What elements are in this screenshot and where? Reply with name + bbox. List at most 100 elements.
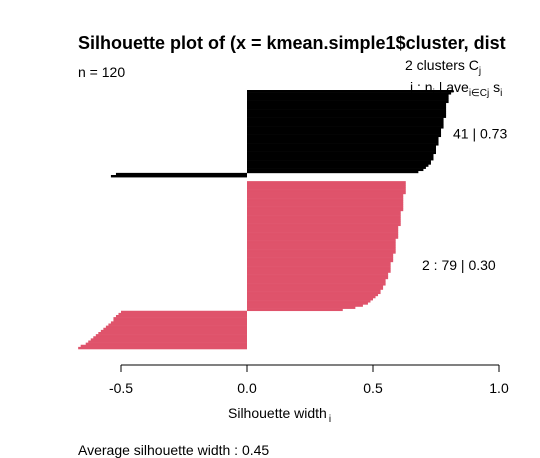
silhouette-bar-c2-72 — [98, 332, 247, 335]
silhouette-bar-c2-51 — [247, 287, 384, 290]
silhouette-bar-c1-1 — [247, 90, 454, 93]
silhouette-bar-c1-4 — [247, 96, 449, 99]
silhouette-bar-c1-5 — [247, 98, 449, 101]
silhouette-bar-c1-25 — [247, 141, 439, 144]
silhouette-bar-c2-62 — [121, 310, 247, 314]
n-label: n = 120 — [78, 64, 125, 80]
silhouette-bar-c2-34 — [247, 251, 396, 254]
cluster-label-1: 41 | 0.73 — [453, 126, 507, 142]
silhouette-bar-c2-46 — [247, 276, 389, 280]
silhouette-bar-c1-40 — [115, 172, 248, 176]
silhouette-bar-c2-57 — [247, 300, 371, 303]
silhouette-bar-c2-30 — [247, 242, 396, 246]
silhouette-bar-c1-33 — [247, 158, 434, 161]
silhouette-bar-c1-18 — [247, 126, 444, 129]
silhouette-bar-c1-10 — [247, 109, 447, 112]
silhouette-bar-c1-34 — [247, 160, 431, 163]
silhouette-bar-c2-66 — [113, 319, 247, 322]
silhouette-bar-c1-31 — [247, 153, 434, 157]
silhouette-bar-c2-74 — [93, 336, 247, 339]
silhouette-bar-c2-32 — [247, 247, 396, 250]
x-axis-label-sub: i — [329, 414, 331, 425]
silhouette-bar-c2-73 — [95, 334, 247, 337]
silhouette-bar-c2-77 — [85, 342, 247, 346]
silhouette-bar-c1-35 — [247, 162, 431, 165]
silhouette-bar-c2-1 — [247, 181, 406, 184]
silhouette-bar-c1-27 — [247, 145, 436, 148]
silhouette-bar-c2-65 — [113, 317, 247, 320]
silhouette-bar-c2-59 — [247, 304, 363, 307]
legend-line1-sub: j — [478, 66, 481, 77]
chart-title: Silhouette plot of (x = kmean.simple1$cl… — [78, 33, 506, 53]
cluster-labels: 41 | 0.73 2 : 79 | 0.30 — [422, 126, 507, 274]
silhouette-bar-c2-4 — [247, 187, 406, 190]
silhouette-bar-c2-7 — [247, 193, 404, 197]
silhouette-bar-c2-40 — [247, 264, 391, 267]
silhouette-bar-c1-36 — [247, 164, 429, 167]
svg-text:2 clusters Cj: 2 clusters Cj — [405, 57, 481, 77]
silhouette-bar-c1-38 — [247, 168, 424, 172]
silhouette-bar-c2-14 — [247, 208, 404, 212]
silhouette-bar-c2-27 — [247, 236, 399, 239]
silhouette-bar-c2-33 — [247, 249, 396, 252]
silhouette-bar-c2-11 — [247, 202, 404, 205]
silhouette-bar-c2-68 — [108, 323, 248, 326]
silhouette-bar-c1-11 — [247, 111, 447, 114]
silhouette-bar-c2-76 — [88, 340, 248, 343]
silhouette-bar-c2-5 — [247, 189, 406, 193]
silhouette-bar-c2-29 — [247, 240, 396, 244]
silhouette-bar-c2-24 — [247, 230, 399, 233]
silhouette-bar-c2-48 — [247, 281, 386, 284]
silhouette-bar-c1-12 — [247, 113, 447, 116]
silhouette-bar-c1-41 — [110, 175, 247, 178]
silhouette-bar-c2-71 — [100, 329, 247, 333]
silhouette-bar-c1-21 — [247, 132, 442, 135]
silhouette-bar-c2-3 — [247, 185, 406, 188]
silhouette-bar-c2-12 — [247, 204, 404, 207]
x-tick-label: 0.0 — [237, 380, 257, 396]
silhouette-bar-c1-7 — [247, 102, 447, 106]
legend-line2b-sub: i∈Cj — [469, 88, 489, 99]
silhouette-bar-c2-16 — [247, 213, 401, 216]
silhouette-bar-c1-15 — [247, 119, 444, 123]
silhouette-bar-c2-53 — [247, 291, 381, 295]
silhouette-bar-c2-39 — [247, 261, 391, 265]
silhouette-bar-c1-8 — [247, 104, 447, 108]
legend-line2c: s — [489, 79, 500, 95]
silhouette-bar-c2-35 — [247, 253, 394, 256]
silhouette-bar-c1-24 — [247, 138, 439, 142]
silhouette-bar-c2-55 — [247, 295, 376, 299]
silhouette-bar-c2-6 — [247, 191, 406, 195]
silhouette-bar-c2-60 — [247, 306, 356, 309]
silhouette-bar-c2-38 — [247, 259, 394, 263]
silhouette-bar-c1-2 — [247, 92, 452, 95]
silhouette-bar-c2-41 — [247, 266, 391, 269]
legend-line2c-sub: i — [500, 88, 502, 99]
silhouette-bar-c2-10 — [247, 200, 404, 203]
silhouette-bar-c2-22 — [247, 225, 399, 229]
silhouette-bar-c2-42 — [247, 268, 391, 271]
silhouette-bar-c2-75 — [90, 338, 247, 341]
x-axis-label: Silhouette width i — [228, 405, 331, 425]
silhouette-bar-c2-37 — [247, 257, 394, 261]
silhouette-bar-c1-19 — [247, 128, 442, 131]
silhouette-bar-c2-50 — [247, 285, 384, 288]
silhouette-bar-c1-17 — [247, 124, 444, 127]
silhouette-bar-c2-26 — [247, 234, 399, 237]
silhouette-bar-c2-17 — [247, 215, 401, 218]
silhouette-bar-c2-13 — [247, 206, 404, 210]
legend-line1: 2 clusters C — [405, 57, 479, 73]
silhouette-bar-c2-44 — [247, 272, 389, 275]
silhouette-bar-c2-23 — [247, 227, 399, 231]
silhouette-bar-c1-22 — [247, 134, 442, 138]
silhouette-bar-c1-6 — [247, 100, 449, 104]
silhouette-bar-c2-58 — [247, 302, 368, 305]
silhouette-bar-c1-30 — [247, 151, 436, 155]
silhouette-bar-c2-20 — [247, 221, 401, 224]
silhouette-bar-c2-15 — [247, 210, 401, 214]
x-tick-label: 1.0 — [489, 380, 509, 396]
silhouette-bar-c2-61 — [247, 308, 343, 312]
cluster-label-2: 2 : 79 | 0.30 — [422, 257, 496, 273]
silhouette-bar-c2-18 — [247, 217, 401, 220]
